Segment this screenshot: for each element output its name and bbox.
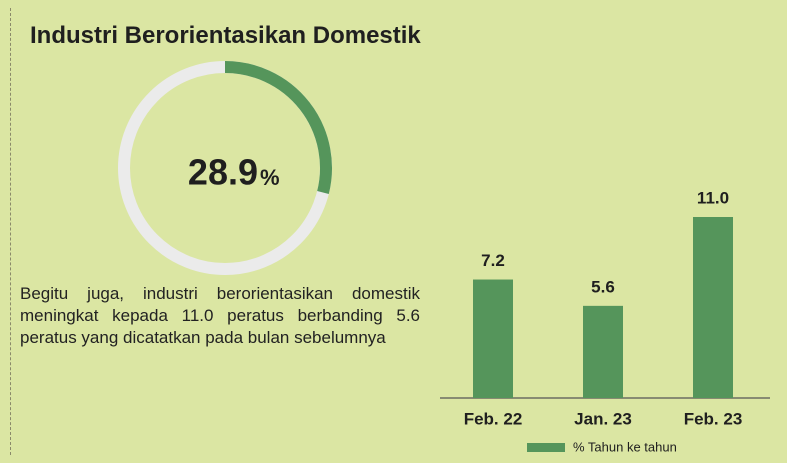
title: Industri Berorientasikan Domestik (30, 22, 421, 49)
legend-label: % Tahun ke tahun (573, 439, 677, 454)
legend-swatch (527, 443, 565, 452)
bar (693, 217, 733, 398)
x-tick-label: Jan. 23 (574, 409, 632, 428)
value-label: 5.6 (591, 277, 615, 296)
donut-value: 28.9 (188, 152, 258, 193)
value-label: 7.2 (481, 251, 505, 270)
paragraph: Begitu juga, industri berorientasikan do… (20, 284, 420, 347)
bar (473, 279, 513, 398)
dashed-border (10, 8, 11, 455)
value-label: 11.0 (697, 188, 729, 207)
x-tick-label: Feb. 22 (464, 409, 523, 428)
bar (583, 305, 623, 398)
donut-arc (224, 61, 332, 194)
x-tick-label: Feb. 23 (684, 409, 743, 428)
donut-unit: % (260, 165, 280, 190)
